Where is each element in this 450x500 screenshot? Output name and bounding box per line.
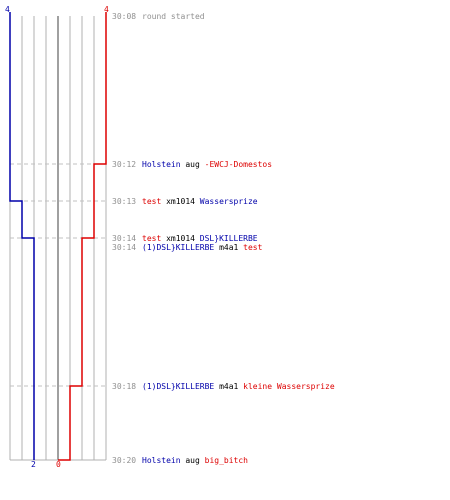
- blue-start-score: 4: [5, 5, 10, 14]
- event-part: round started: [142, 12, 205, 21]
- event-text: test xm1014 DSL}KILLERBE: [142, 234, 258, 243]
- event-log: 30:08 round started 30:12 Holstein aug -…: [112, 12, 335, 465]
- event-time: 30:12: [112, 160, 136, 169]
- event-text: (1)DSL}KILLERBE m4a1 kleine Wassersprize: [142, 382, 335, 391]
- event-text: (1)DSL}KILLERBE m4a1 test: [142, 243, 263, 252]
- event-part: aug: [181, 160, 205, 169]
- event-row: 30:14 (1)DSL}KILLERBE m4a1 test: [112, 243, 263, 252]
- event-part: (1)DSL}KILLERBE: [142, 243, 214, 252]
- event-row: 30:13 test xm1014 Wassersprize: [112, 197, 258, 206]
- event-row: 30:12 Holstein aug -EWCJ-Domestos: [112, 160, 272, 169]
- event-part: m4a1: [214, 382, 243, 391]
- event-row: 30:08 round started: [112, 12, 205, 21]
- event-part: DSL}KILLERBE: [200, 234, 258, 243]
- event-part: test: [142, 197, 161, 206]
- event-text: Holstein aug big_bitch: [142, 456, 248, 465]
- event-part: -EWCJ-Domestos: [205, 160, 273, 169]
- event-part: big_bitch: [205, 456, 249, 465]
- event-part: Holstein: [142, 456, 181, 465]
- event-time: 30:13: [112, 197, 136, 206]
- event-time: 30:14: [112, 234, 136, 243]
- event-text: round started: [142, 12, 205, 21]
- event-time: 30:20: [112, 456, 136, 465]
- event-part: test: [142, 234, 161, 243]
- event-part: Holstein: [142, 160, 181, 169]
- event-part: xm1014: [161, 234, 200, 243]
- blue-team-score-line: [9, 12, 35, 460]
- red-team-score-line: [58, 12, 107, 461]
- event-time: 30:14: [112, 243, 136, 252]
- event-part: kleine Wassersprize: [243, 382, 335, 391]
- event-row: 30:14 test xm1014 DSL}KILLERBE: [112, 234, 258, 243]
- event-part: (1)DSL}KILLERBE: [142, 382, 214, 391]
- red-start-score: 4: [104, 5, 109, 14]
- event-part: Wassersprize: [200, 197, 258, 206]
- event-part: m4a1: [214, 243, 243, 252]
- event-part: xm1014: [161, 197, 200, 206]
- event-part: aug: [181, 456, 205, 465]
- event-row: 30:18 (1)DSL}KILLERBE m4a1 kleine Wasser…: [112, 382, 335, 391]
- event-part: test: [243, 243, 262, 252]
- event-text: test xm1014 Wassersprize: [142, 197, 258, 206]
- event-time: 30:18: [112, 382, 136, 391]
- event-time: 30:08: [112, 12, 136, 21]
- blue-end-score: 2: [31, 460, 36, 469]
- event-text: Holstein aug -EWCJ-Domestos: [142, 160, 272, 169]
- event-row: 30:20 Holstein aug big_bitch: [112, 456, 248, 465]
- red-end-score: 0: [56, 460, 61, 469]
